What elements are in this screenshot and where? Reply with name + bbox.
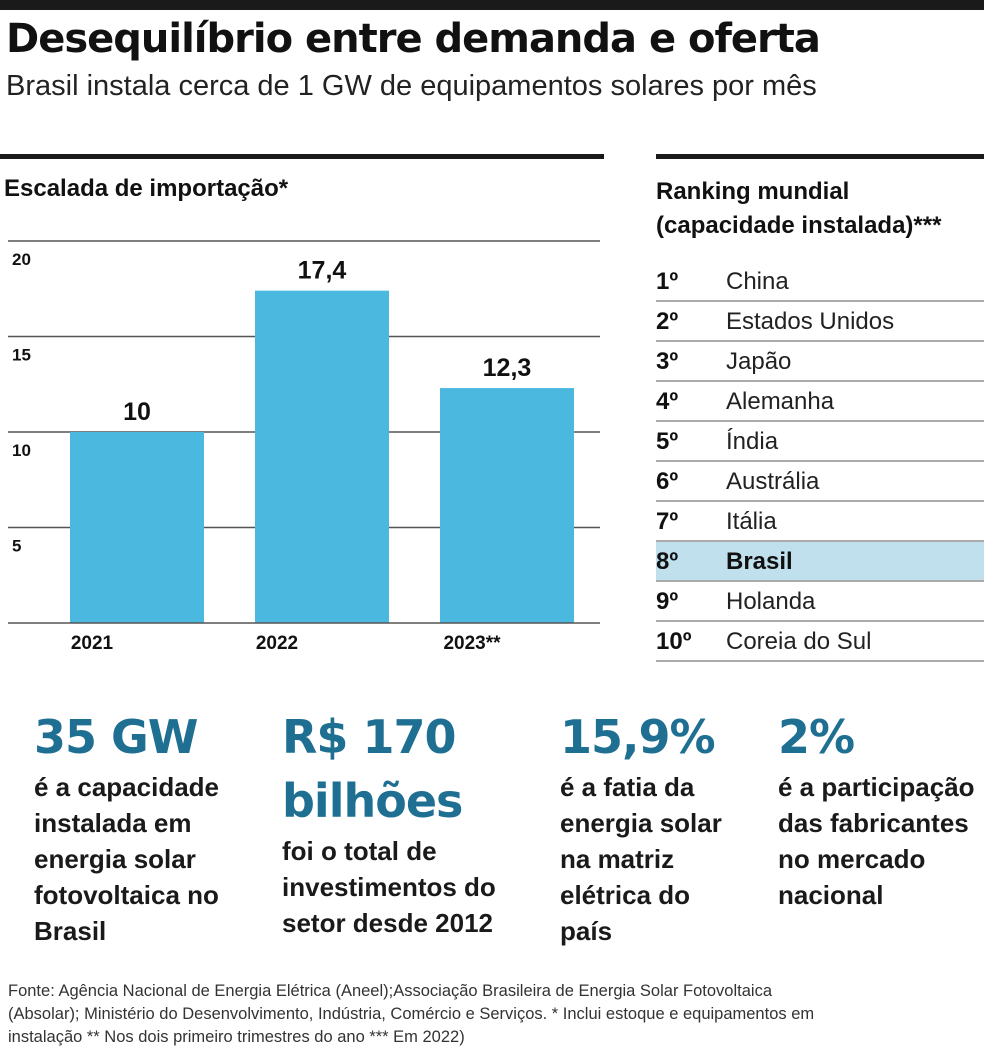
ranking-position: 9º <box>656 588 679 615</box>
stat-desc-line: Brasil <box>34 916 107 946</box>
stat-desc-line: é a fatia da <box>560 772 695 802</box>
stat-desc-line: investimentos do <box>282 872 496 902</box>
ranking-position: 5º <box>656 428 679 455</box>
ranking-title: Ranking mundial (capacidade instalada)**… <box>656 175 984 243</box>
ranking-country: China <box>726 268 789 295</box>
ranking-row: 10º Coreia do Sul <box>656 622 984 662</box>
stat-desc-line: nacional <box>778 880 884 910</box>
bar-2023 <box>440 388 574 623</box>
stat-desc-line: foi o total de <box>282 836 437 866</box>
bar-value-label: 17,4 <box>298 257 347 285</box>
ranking-position: 8º <box>656 548 679 575</box>
ranking-country: Alemanha <box>726 388 835 415</box>
stat-desc-line: das fabricantes <box>778 808 969 838</box>
ranking-country: Índia <box>726 428 779 455</box>
x-tick-label: 2021 <box>71 633 114 654</box>
ranking-row: 1º China <box>656 262 984 302</box>
ranking-country: Brasil <box>726 548 793 575</box>
y-tick-label: 15 <box>12 346 31 365</box>
ranking-row-highlighted: 8º Brasil <box>656 542 984 582</box>
ranking-position: 10º <box>656 628 692 655</box>
ranking-row: 4º Alemanha <box>656 382 984 422</box>
stat-capacity: 35 GW é a capacidade instalada em energi… <box>34 705 219 949</box>
stat-desc-line: é a participação <box>778 772 975 802</box>
ranking-section-rule <box>656 154 984 159</box>
ranking-position: 3º <box>656 348 679 375</box>
ranking-row: 6º Austrália <box>656 462 984 502</box>
chart-section-rule <box>0 154 604 159</box>
x-tick-label: 2023** <box>443 633 501 654</box>
ranking-row: 7º Itália <box>656 502 984 542</box>
stat-investment-value: R$ 170 bilhões <box>282 710 463 828</box>
ranking-country: Itália <box>726 508 777 535</box>
ranking-list: 1º China 2º Estados Unidos 3º Japão 4º Alemanha… <box>656 262 984 662</box>
ranking-country: Austrália <box>726 468 820 495</box>
ranking-position: 2º <box>656 308 679 335</box>
ranking-row: 3º Japão <box>656 342 984 382</box>
stat-desc-line: instalada em <box>34 808 192 838</box>
stat-desc-line: setor desde 2012 <box>282 908 494 938</box>
ranking-position: 4º <box>656 388 679 415</box>
source-footnote: Fonte: Agência Nacional de Energia Elétr… <box>8 980 908 1049</box>
ranking-row: 2º Estados Unidos <box>656 302 984 342</box>
stat-desc-line: na matriz <box>560 844 675 874</box>
ranking-title-line1: Ranking mundial <box>656 178 850 205</box>
stat-desc-line: fotovoltaica no <box>34 880 219 910</box>
page-subtitle: Brasil instala cerca de 1 GW de equipame… <box>6 70 817 102</box>
stat-desc-line: é a capacidade <box>34 772 219 802</box>
ranking-country: Japão <box>726 348 792 375</box>
ranking-position: 7º <box>656 508 679 535</box>
stat-desc-line: energia solar <box>34 844 196 874</box>
stat-desc-line: país <box>560 916 613 946</box>
stat-solar-share-desc: é a fatia da energia solar na matriz elé… <box>560 769 722 949</box>
footnote-line: Fonte: Agência Nacional de Energia Elétr… <box>8 982 772 1000</box>
bar-2022 <box>255 290 389 623</box>
bar-2021 <box>70 432 204 623</box>
page-title: Desequilíbrio entre demanda e oferta <box>6 16 821 62</box>
y-tick-label: 20 <box>12 250 31 269</box>
ranking-country: Estados Unidos <box>726 308 895 335</box>
bar-value-label: 12,3 <box>483 354 532 382</box>
footnote-line: instalação ** Nos dois primeiro trimestr… <box>8 1028 465 1046</box>
stat-manufacturers-desc: é a participação das fabricantes no merc… <box>778 769 975 913</box>
stat-capacity-desc: é a capacidade instalada em energia sola… <box>34 769 219 949</box>
chart-title: Escalada de importação* <box>4 175 289 202</box>
stat-investment: R$ 170 bilhões foi o total de investimen… <box>282 705 522 941</box>
top-bar <box>0 0 984 10</box>
y-tick-label: 5 <box>12 537 21 556</box>
y-tick-label: 10 <box>12 441 31 460</box>
stat-manufacturers: 2% é a participação das fabricantes no m… <box>778 705 975 913</box>
ranking-row: 5º Índia <box>656 422 984 462</box>
stat-solar-share-value: 15,9% <box>560 710 716 764</box>
ranking-country: Coreia do Sul <box>726 628 872 655</box>
ranking-country: Holanda <box>726 588 816 615</box>
x-tick-label: 2022 <box>256 633 298 654</box>
ranking-title-line2: (capacidade instalada)*** <box>656 212 942 239</box>
stat-desc-line: energia solar <box>560 808 722 838</box>
stat-investment-desc: foi o total de investimentos do setor de… <box>282 833 522 941</box>
ranking-row: 9º Holanda <box>656 582 984 622</box>
stat-desc-line: elétrica do <box>560 880 691 910</box>
import-bar-chart: 5 10 15 20 10 2021 17,4 2022 12,3 2023** <box>8 240 600 654</box>
stat-manufacturers-value: 2% <box>778 710 855 764</box>
stat-desc-line: no mercado <box>778 844 926 874</box>
bar-value-label: 10 <box>123 398 151 426</box>
ranking-position: 1º <box>656 268 679 295</box>
stat-capacity-value: 35 GW <box>34 710 199 764</box>
footnote-line: (Absolar); Ministério do Desenvolvimento… <box>8 1005 815 1023</box>
stat-solar-share: 15,9% é a fatia da energia solar na matr… <box>560 705 722 949</box>
ranking-position: 6º <box>656 468 679 495</box>
